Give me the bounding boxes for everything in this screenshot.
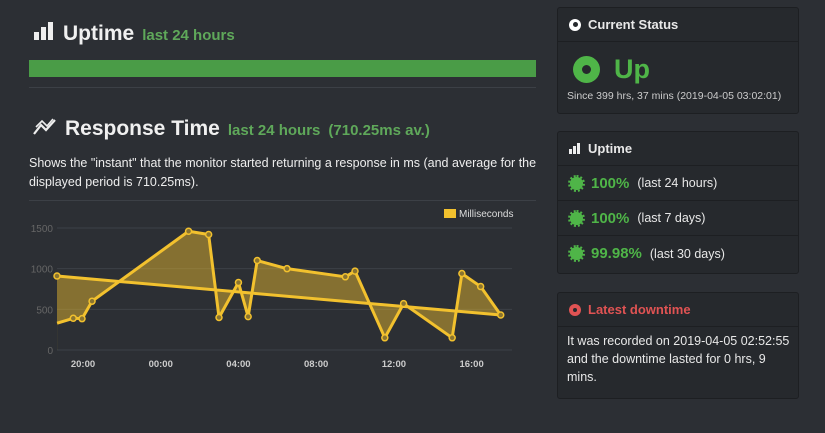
series-line [56, 229, 503, 340]
current-status-title: Current Status [588, 17, 679, 32]
uptime-heading: Uptime last 24 hours [33, 22, 235, 46]
uptime-panel-title: Uptime [588, 141, 633, 156]
uptime-period: (last 30 days) [649, 246, 725, 261]
uptime-panel-header: Uptime [558, 132, 798, 166]
legend-swatch [444, 209, 456, 218]
uptime-period: (last 24 hours) [637, 176, 718, 190]
y-tick-label: 1500 [31, 224, 54, 235]
data-point [69, 314, 78, 323]
response-heading: Response Time last 24 hours (710.25ms av… [33, 117, 430, 141]
data-point [496, 311, 505, 319]
uptime-bar [29, 60, 536, 77]
area-fill [57, 231, 501, 350]
data-point [234, 278, 243, 287]
data-point [351, 267, 359, 275]
uptime-row: 100% (last 7 days) [558, 201, 798, 236]
y-tick-label: 1000 [31, 265, 54, 276]
y-tick-label: 0 [47, 346, 53, 357]
x-tick-label: 20:00 [71, 359, 95, 370]
uptime-row: 99.98% (last 30 days) [558, 236, 798, 271]
x-tick-label: 00:00 [149, 359, 173, 370]
latest-downtime-panel: Latest downtime It was recorded on 2019-… [557, 292, 799, 399]
current-status-header: Current Status [558, 8, 798, 42]
data-point [53, 272, 61, 280]
data-point [253, 256, 261, 265]
data-point [381, 334, 389, 342]
uptime-pct: 100% [591, 174, 630, 192]
data-point [244, 312, 252, 321]
data-point [215, 313, 223, 322]
divider [29, 200, 536, 201]
dot-circle-icon [569, 303, 581, 316]
x-tick-label: 08:00 [304, 359, 328, 370]
data-point [283, 264, 291, 273]
response-title: Response Time [65, 117, 220, 140]
data-point [184, 227, 193, 236]
uptime-panel: Uptime 100% (last 24 hours) 100% (last 7 d… [557, 131, 799, 274]
uptime-period: (last 7 days) [637, 211, 706, 225]
status-up-icon [573, 56, 600, 83]
divider [29, 87, 536, 88]
bar-chart-icon [34, 22, 53, 40]
data-point [78, 314, 86, 323]
data-point [476, 282, 485, 291]
badge-icon [568, 209, 585, 227]
bar-chart-icon [569, 143, 580, 154]
response-average: (710.25ms av.) [328, 122, 430, 139]
data-point [204, 230, 213, 239]
data-point [341, 273, 350, 281]
uptime-row: 100% (last 24 hours) [558, 166, 798, 201]
x-tick-label: 16:00 [459, 359, 483, 370]
x-tick-label: 04:00 [226, 359, 250, 370]
response-subtitle: last 24 hours [227, 122, 321, 139]
dot-circle-icon [569, 18, 581, 31]
downtime-title: Latest downtime [588, 302, 691, 317]
legend-label: Milliseconds [459, 209, 513, 220]
uptime-title: Uptime [63, 22, 135, 45]
response-description: Shows the "instant" that the monitor sta… [29, 156, 537, 189]
data-point [88, 297, 96, 305]
x-tick-label: 12:00 [382, 359, 406, 370]
downtime-header: Latest downtime [558, 293, 798, 327]
data-point [399, 299, 408, 308]
badge-icon [568, 245, 585, 262]
uptime-subtitle: last 24 hours [142, 27, 235, 44]
data-point [448, 334, 456, 342]
line-chart-icon [33, 118, 56, 135]
data-point [458, 269, 466, 278]
badge-icon [568, 174, 585, 192]
current-status-panel: Current Status Up Since 399 hrs, 37 mins… [557, 7, 799, 114]
status-value: Up [614, 54, 650, 84]
status-since: Since 399 hrs, 37 mins (2019-04-05 03:02… [567, 90, 782, 102]
downtime-text: It was recorded on 2019-04-05 02:52:55 a… [567, 334, 790, 384]
y-tick-label: 500 [36, 305, 53, 316]
uptime-pct: 100% [591, 209, 630, 227]
response-time-chart: Milliseconds 0 500 1000 1500 20:00 00:00 04:00… [31, 209, 513, 370]
uptime-pct: 99.98% [591, 245, 642, 262]
